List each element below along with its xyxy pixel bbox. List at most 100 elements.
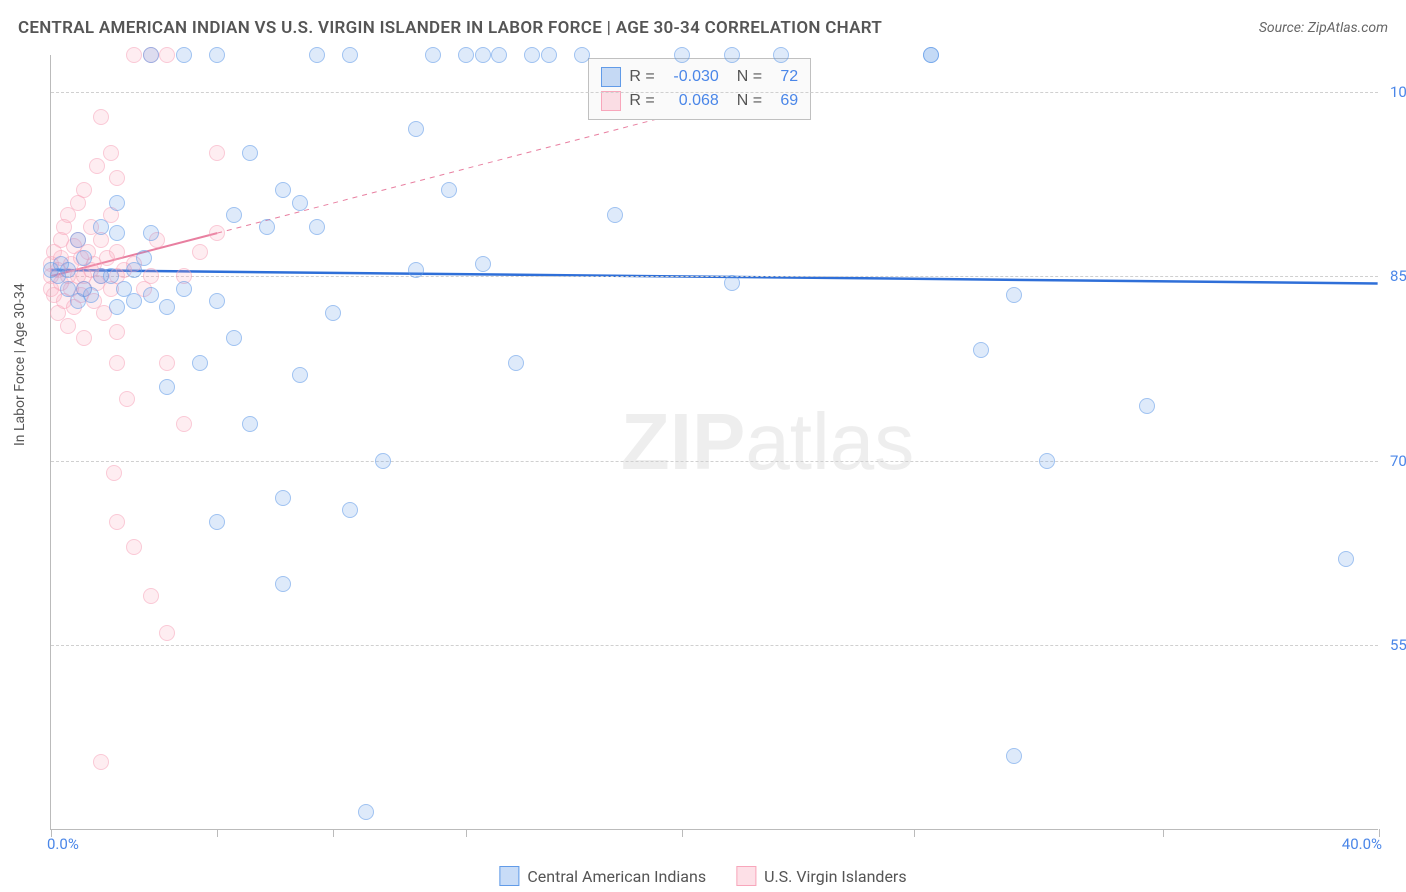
data-point	[1139, 398, 1155, 414]
data-point	[109, 514, 125, 530]
watermark: ZIPatlas	[621, 396, 914, 488]
data-point	[275, 490, 291, 506]
gridline	[51, 645, 1378, 646]
series-name: Central American Indians	[527, 867, 706, 886]
data-point	[275, 576, 291, 592]
data-point	[574, 47, 590, 63]
data-point	[375, 453, 391, 469]
data-point	[1006, 748, 1022, 764]
data-point	[159, 379, 175, 395]
ytick-label: 85.0%	[1382, 267, 1406, 285]
swatch-icon	[736, 866, 756, 886]
data-point	[143, 268, 159, 284]
y-axis-label: In Labor Force | Age 30-34	[12, 283, 28, 446]
data-point	[109, 195, 125, 211]
data-point	[60, 262, 76, 278]
data-point	[106, 465, 122, 481]
data-point	[119, 391, 135, 407]
stats-legend: R = -0.030 N = 72 R = 0.068 N = 69	[588, 58, 811, 120]
data-point	[143, 287, 159, 303]
data-point	[126, 47, 142, 63]
data-point	[93, 109, 109, 125]
data-point	[441, 182, 457, 198]
data-point	[292, 195, 308, 211]
data-point	[143, 588, 159, 604]
data-point	[103, 268, 119, 284]
data-point	[275, 182, 291, 198]
data-point	[524, 47, 540, 63]
data-point	[93, 754, 109, 770]
data-point	[309, 47, 325, 63]
data-point	[458, 47, 474, 63]
legend-item: U.S. Virgin Islanders	[736, 866, 907, 886]
data-point	[408, 262, 424, 278]
data-point	[70, 232, 86, 248]
data-point	[143, 47, 159, 63]
data-point	[109, 244, 125, 260]
swatch-icon	[601, 91, 621, 111]
data-point	[242, 145, 258, 161]
source-label: Source: ZipAtlas.com	[1259, 20, 1388, 36]
data-point	[76, 330, 92, 346]
xtick	[466, 829, 467, 837]
data-point	[408, 121, 424, 137]
data-point	[491, 47, 507, 63]
n-value: 72	[770, 65, 798, 89]
data-point	[724, 275, 740, 291]
data-point	[508, 355, 524, 371]
swatch-icon	[601, 67, 621, 87]
data-point	[259, 219, 275, 235]
xtick	[217, 829, 218, 837]
data-point	[109, 299, 125, 315]
chart-title: CENTRAL AMERICAN INDIAN VS U.S. VIRGIN I…	[18, 18, 882, 38]
legend-item: Central American Indians	[499, 866, 706, 886]
ytick-label: 70.0%	[1382, 452, 1406, 470]
ytick-label: 55.0%	[1382, 636, 1406, 654]
data-point	[143, 225, 159, 241]
data-point	[176, 47, 192, 63]
data-point	[159, 47, 175, 63]
data-point	[159, 299, 175, 315]
data-point	[159, 355, 175, 371]
data-point	[109, 225, 125, 241]
title-bar: CENTRAL AMERICAN INDIAN VS U.S. VIRGIN I…	[18, 18, 1388, 38]
data-point	[192, 244, 208, 260]
data-point	[109, 355, 125, 371]
data-point	[126, 539, 142, 555]
data-point	[358, 804, 374, 820]
data-point	[226, 330, 242, 346]
data-point	[76, 250, 92, 266]
data-point	[541, 47, 557, 63]
data-point	[126, 293, 142, 309]
xtick	[333, 829, 334, 837]
gridline	[51, 461, 1378, 462]
ytick-label: 100.0%	[1382, 83, 1406, 101]
gridline	[51, 92, 1378, 93]
data-point	[342, 502, 358, 518]
data-point	[1338, 551, 1354, 567]
data-point	[209, 514, 225, 530]
data-point	[973, 342, 989, 358]
swatch-icon	[499, 866, 519, 886]
data-point	[176, 416, 192, 432]
trend-lines	[51, 55, 1378, 829]
data-point	[607, 207, 623, 223]
data-point	[176, 281, 192, 297]
data-point	[209, 225, 225, 241]
n-label: N =	[737, 65, 762, 89]
data-point	[724, 47, 740, 63]
xtick-label: 0.0%	[47, 835, 79, 853]
data-point	[103, 145, 119, 161]
data-point	[475, 256, 491, 272]
data-point	[93, 219, 109, 235]
data-point	[109, 170, 125, 186]
data-point	[1039, 453, 1055, 469]
data-point	[109, 324, 125, 340]
data-point	[773, 47, 789, 63]
xtick	[682, 829, 683, 837]
data-point	[242, 416, 258, 432]
data-point	[209, 145, 225, 161]
data-point	[209, 293, 225, 309]
stats-row: R = -0.030 N = 72	[601, 65, 798, 89]
data-point	[1006, 287, 1022, 303]
